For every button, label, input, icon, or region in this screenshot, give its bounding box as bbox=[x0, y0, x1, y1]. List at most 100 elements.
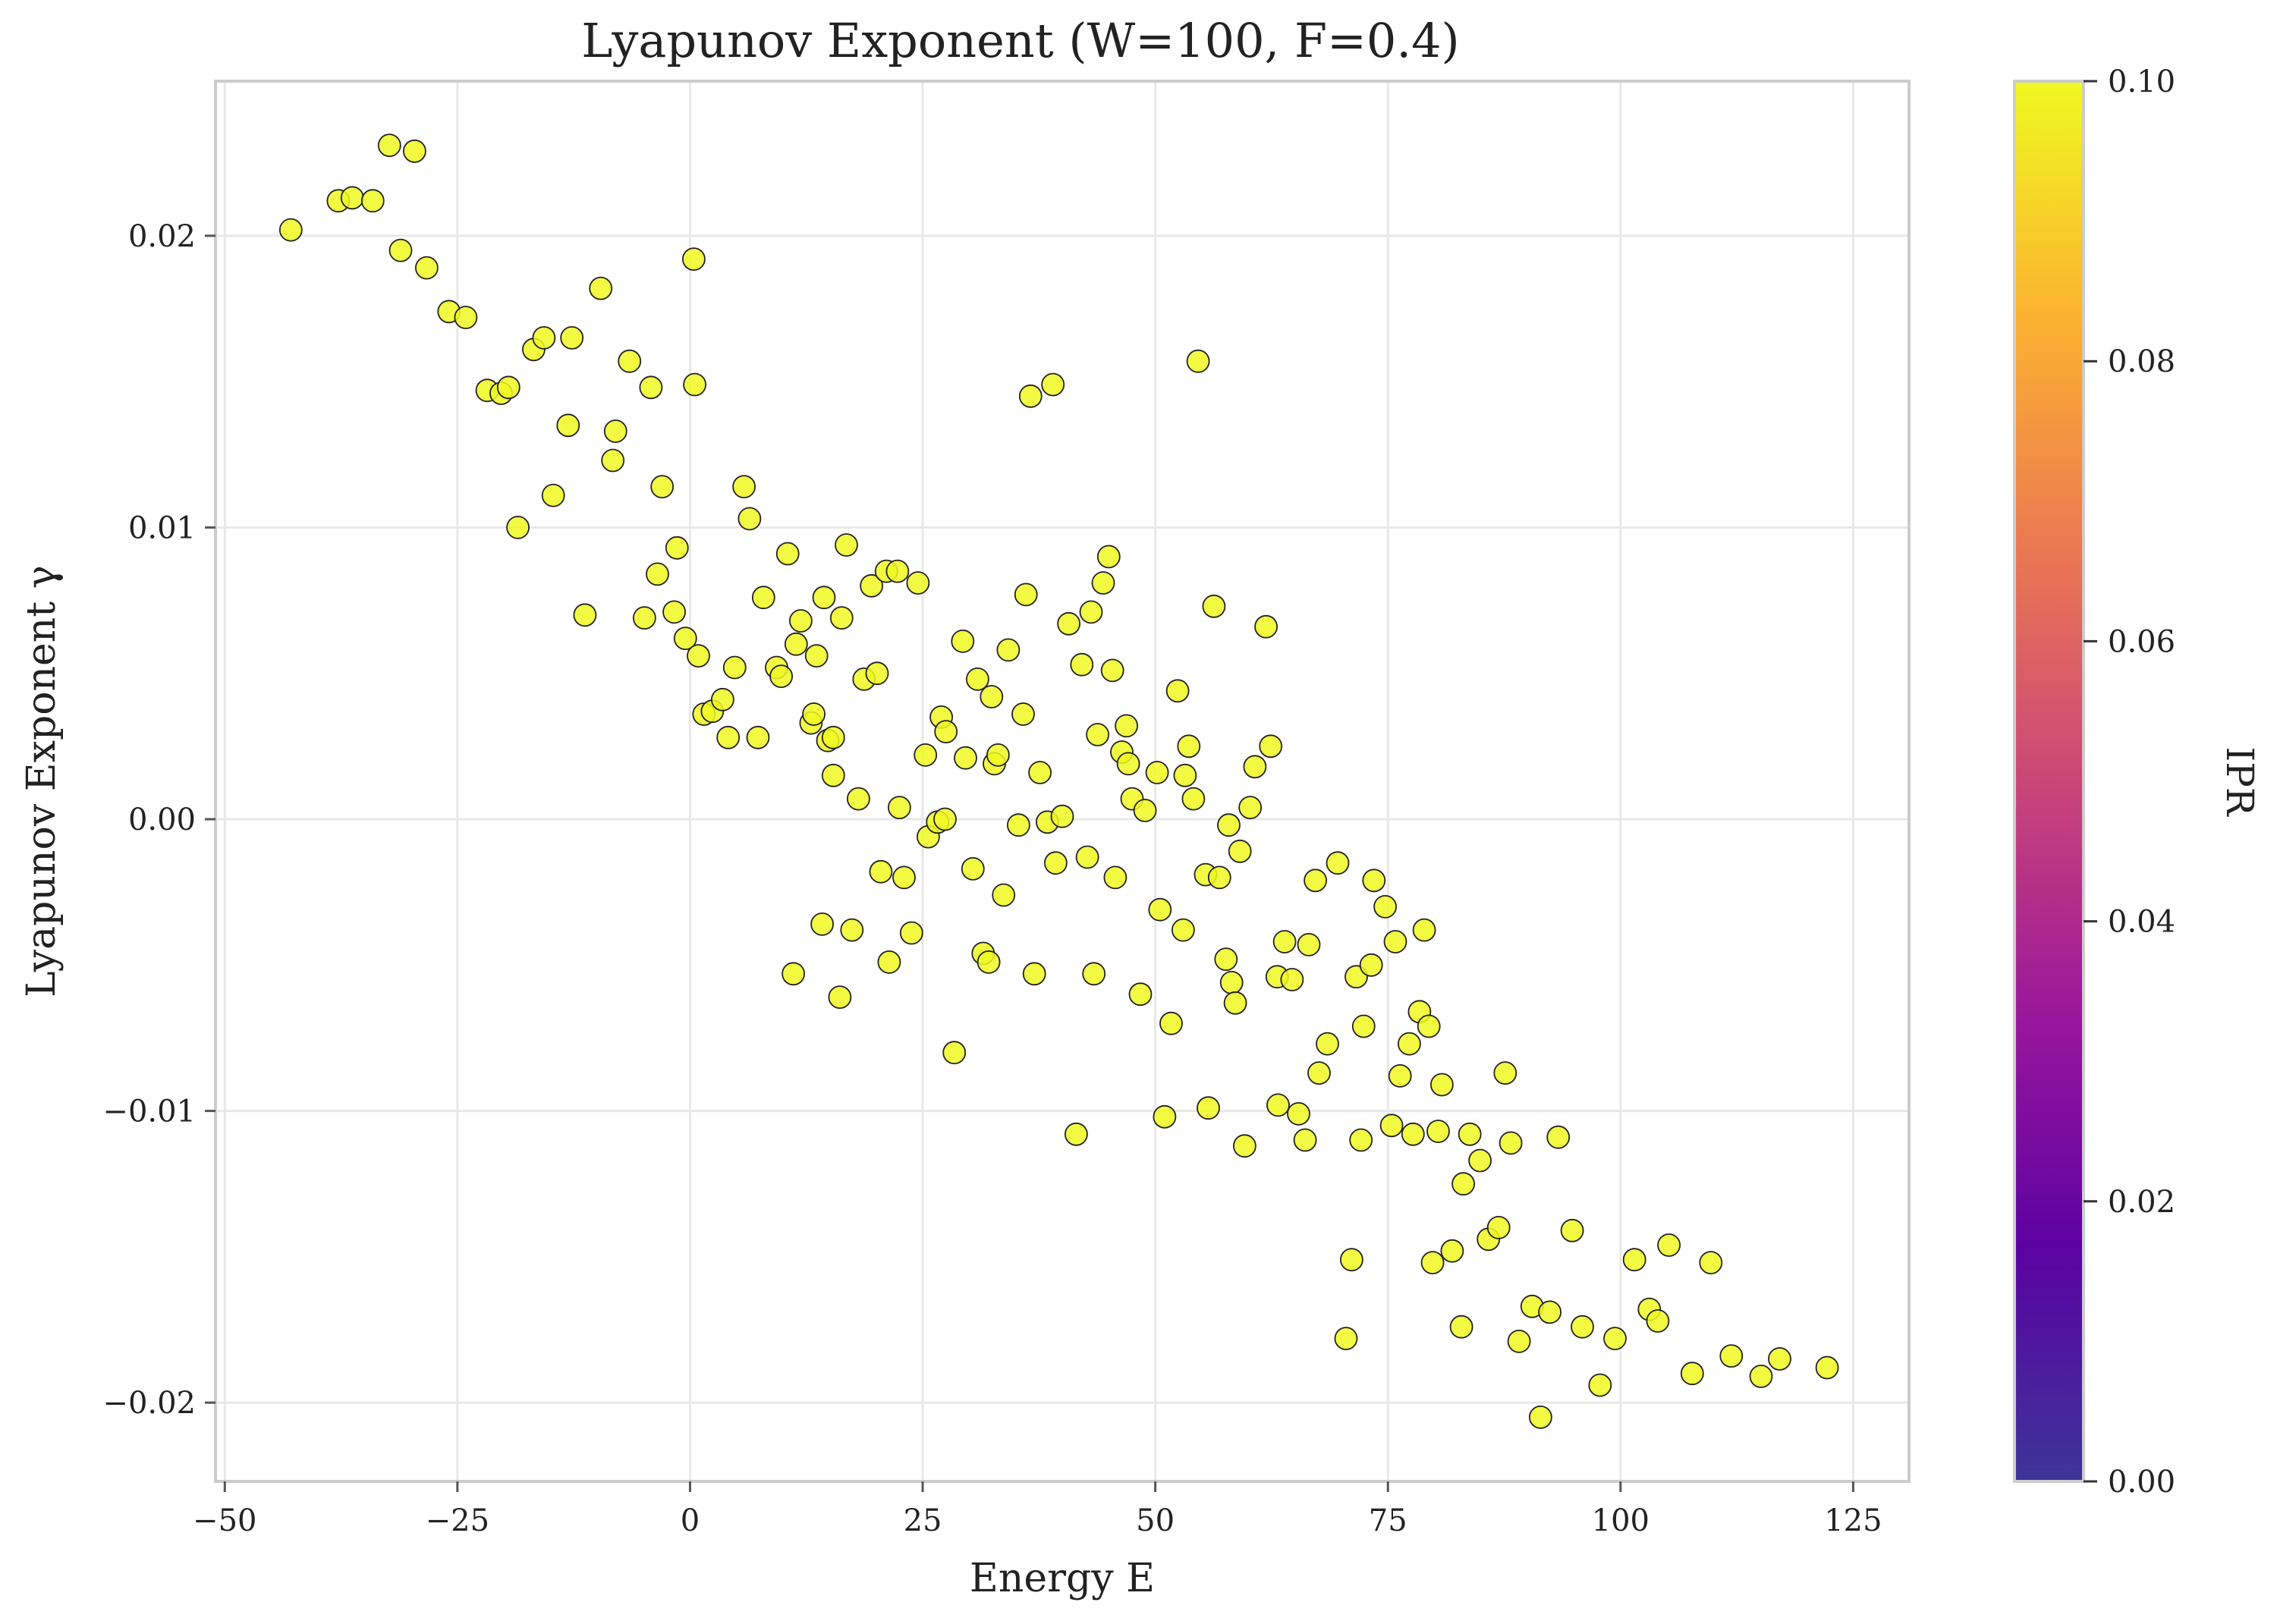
data-point bbox=[662, 600, 686, 624]
data-point bbox=[1398, 1032, 1421, 1056]
data-point bbox=[865, 661, 889, 686]
data-point bbox=[618, 349, 642, 373]
data-point bbox=[821, 725, 845, 749]
data-point bbox=[1383, 930, 1407, 953]
data-point bbox=[377, 134, 401, 158]
data-point bbox=[603, 419, 627, 443]
data-point bbox=[1449, 1315, 1473, 1339]
data-point bbox=[403, 139, 426, 163]
data-point bbox=[738, 507, 762, 531]
data-point bbox=[716, 725, 741, 749]
x-tick-label: 75 bbox=[1369, 1503, 1407, 1538]
data-point bbox=[966, 668, 989, 691]
data-point bbox=[1815, 1355, 1839, 1380]
data-point bbox=[722, 655, 747, 680]
data-point bbox=[1468, 1148, 1492, 1173]
data-point bbox=[1373, 895, 1397, 919]
data-point bbox=[784, 632, 808, 656]
data-point bbox=[746, 725, 770, 749]
data-point bbox=[1228, 839, 1252, 863]
data-point bbox=[1086, 723, 1109, 746]
data-point bbox=[639, 375, 663, 400]
data-point bbox=[1507, 1330, 1531, 1353]
data-point bbox=[673, 627, 697, 650]
data-point bbox=[954, 746, 977, 770]
x-tick-label: 100 bbox=[1592, 1503, 1650, 1538]
data-point bbox=[802, 702, 826, 726]
data-point bbox=[1538, 1300, 1562, 1324]
data-point bbox=[1546, 1125, 1571, 1149]
colorbar-tick-label: 0.06 bbox=[2108, 624, 2175, 659]
data-point bbox=[1148, 897, 1172, 922]
data-point bbox=[388, 238, 413, 262]
data-point bbox=[1217, 813, 1241, 837]
colorbar-ticks: 0.00 0.02 0.04 0.06 0.08 0.10 bbox=[2084, 64, 2175, 1500]
data-point bbox=[986, 743, 1010, 767]
colorbar-label: IPR bbox=[2218, 746, 2262, 816]
data-point bbox=[828, 985, 852, 1009]
data-point bbox=[1571, 1315, 1594, 1339]
data-point bbox=[532, 325, 556, 350]
data-point bbox=[1223, 991, 1247, 1015]
data-point bbox=[1440, 1239, 1464, 1263]
data-point bbox=[340, 186, 364, 210]
data-point bbox=[1719, 1344, 1744, 1368]
data-point bbox=[751, 586, 775, 610]
data-point bbox=[775, 542, 800, 566]
data-point bbox=[1451, 1172, 1475, 1196]
data-point bbox=[1426, 1120, 1450, 1143]
x-tick-label: 50 bbox=[1136, 1503, 1175, 1538]
data-point bbox=[869, 859, 893, 884]
data-point bbox=[1044, 851, 1068, 875]
data-point bbox=[665, 536, 689, 560]
data-point bbox=[1326, 851, 1350, 875]
chart-title: Lyapunov Exponent (W=100, F=0.4) bbox=[581, 13, 1459, 68]
data-point bbox=[1657, 1233, 1681, 1257]
data-point bbox=[278, 218, 303, 242]
data-point bbox=[496, 375, 521, 400]
data-point bbox=[1050, 804, 1074, 828]
data-point bbox=[682, 247, 706, 272]
data-point bbox=[1082, 962, 1106, 986]
data-point bbox=[687, 644, 710, 668]
grid-lines bbox=[215, 81, 1909, 1481]
y-tick-label: 0.02 bbox=[128, 219, 196, 254]
data-point bbox=[951, 630, 975, 653]
data-point bbox=[1128, 982, 1153, 1007]
data-point bbox=[1304, 869, 1327, 893]
data-point bbox=[1560, 1218, 1584, 1242]
data-point bbox=[1287, 1102, 1310, 1126]
data-point bbox=[1749, 1365, 1773, 1388]
data-point bbox=[1293, 1128, 1317, 1152]
data-point bbox=[892, 865, 916, 890]
data-point bbox=[1011, 702, 1035, 726]
data-point bbox=[1197, 1096, 1220, 1120]
data-point bbox=[933, 807, 957, 831]
data-point bbox=[1379, 1114, 1404, 1138]
data-point bbox=[1529, 1406, 1552, 1429]
data-point bbox=[1499, 1131, 1523, 1155]
data-point bbox=[899, 921, 923, 945]
x-tick-label: 25 bbox=[904, 1503, 942, 1538]
data-point bbox=[506, 516, 530, 539]
data-point bbox=[1116, 752, 1140, 776]
data-point bbox=[934, 720, 958, 743]
colorbar-tick-label: 0.04 bbox=[2108, 905, 2175, 940]
data-point bbox=[1103, 865, 1127, 890]
data-point bbox=[1057, 611, 1080, 636]
data-point bbox=[1272, 930, 1297, 953]
data-point bbox=[1075, 845, 1099, 869]
data-point bbox=[1340, 1248, 1363, 1272]
data-point bbox=[1699, 1251, 1723, 1274]
data-point bbox=[812, 586, 836, 610]
data-point bbox=[1266, 1093, 1290, 1117]
data-point bbox=[573, 603, 597, 627]
y-tick-label: 0.00 bbox=[128, 803, 196, 837]
data-point bbox=[1351, 1014, 1376, 1038]
colorbar: 0.00 0.02 0.04 0.06 0.08 0.10 IPR bbox=[2013, 64, 2262, 1500]
x-tick-label: 125 bbox=[1824, 1503, 1882, 1538]
data-point bbox=[877, 950, 901, 974]
data-point bbox=[1133, 799, 1157, 822]
data-point bbox=[646, 562, 669, 586]
